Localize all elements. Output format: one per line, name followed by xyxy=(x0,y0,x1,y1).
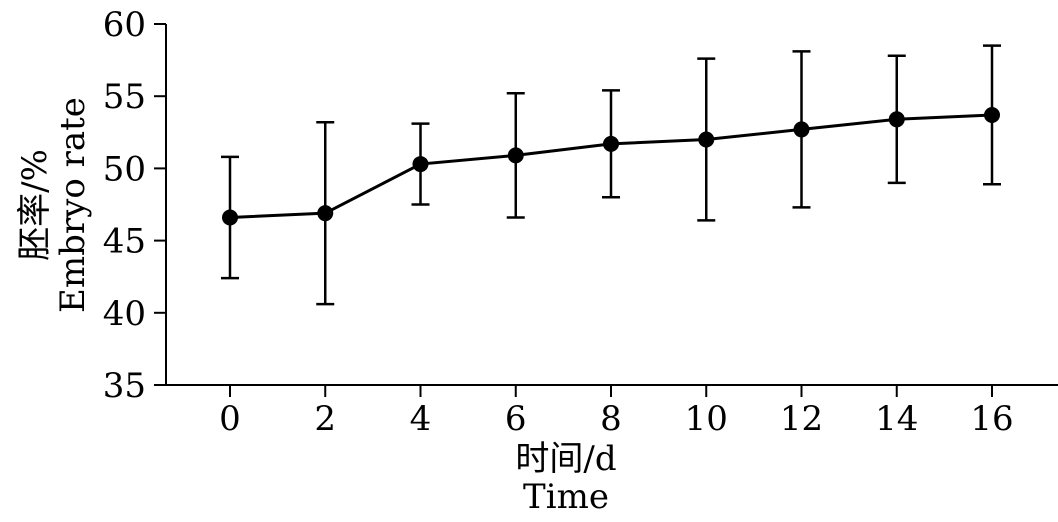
x-tick-label: 4 xyxy=(410,399,432,439)
x-tick-label: 0 xyxy=(219,399,241,439)
data-point xyxy=(222,209,238,226)
y-tick-label: 50 xyxy=(103,149,146,189)
data-series xyxy=(221,44,1001,306)
y-tick-label: 35 xyxy=(103,366,146,406)
data-point xyxy=(507,147,524,164)
data-point xyxy=(888,111,905,128)
y-axis-title: 胚率/% xyxy=(15,149,55,261)
data-point xyxy=(984,106,1000,123)
y-tick-label: 60 xyxy=(103,5,146,45)
x-tick-label: 14 xyxy=(875,399,918,439)
x-axis-title-en: Time xyxy=(523,477,609,517)
x-tick-label: 10 xyxy=(685,399,728,439)
x-tick-label: 6 xyxy=(505,399,527,439)
chart-axes xyxy=(165,24,1058,386)
x-tick-label: 8 xyxy=(600,399,622,439)
data-point xyxy=(603,135,619,152)
y-tick-label: 40 xyxy=(103,294,146,334)
x-tick-label: 2 xyxy=(314,399,336,439)
y-tick-label: 55 xyxy=(103,77,146,117)
y-tick-label: 45 xyxy=(103,222,146,262)
y-axis-ticks: 35 40 45 50 55 60 xyxy=(103,5,166,406)
x-axis-title: 时间/d xyxy=(515,439,616,479)
data-point xyxy=(698,131,715,148)
x-tick-label: 16 xyxy=(970,399,1013,439)
data-point xyxy=(317,205,334,222)
y-axis-title-en: Embryo rate xyxy=(53,97,93,313)
x-tick-label: 12 xyxy=(780,399,823,439)
data-point xyxy=(412,156,429,173)
x-axis-ticks: 0 2 4 6 8 10 12 14 16 xyxy=(219,385,1014,439)
data-point xyxy=(793,121,810,138)
